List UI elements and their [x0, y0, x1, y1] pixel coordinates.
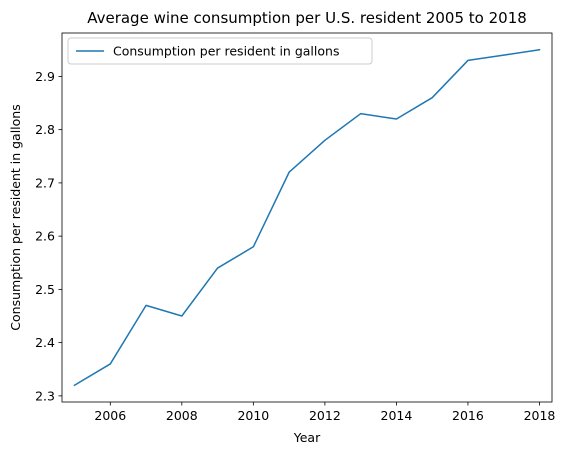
axis-ticks: 2006 2008 2010 2012 2014 2016 2018 2.3 2.4 2.5 2.6… — [35, 69, 555, 423]
y-tick-label: 2.9 — [35, 69, 55, 84]
chart-title: Average wine consumption per U.S. reside… — [87, 9, 527, 27]
legend-box — [67, 37, 373, 65]
x-tick-label: 2006 — [94, 408, 126, 423]
y-tick-label: 2.5 — [35, 282, 55, 297]
series-line — [73, 48, 541, 387]
plot-frame — [61, 32, 553, 403]
series-lines — [73, 48, 541, 387]
x-tick-label: 2018 — [524, 408, 556, 423]
x-tick-label: 2008 — [166, 408, 198, 423]
x-tick-label: 2016 — [452, 408, 484, 423]
x-axis-label: Year — [293, 430, 321, 445]
y-tick-label: 2.4 — [35, 335, 55, 350]
x-tick-label: 2012 — [309, 408, 341, 423]
legend: Consumption per resident in gallons — [67, 37, 373, 65]
legend-label: Consumption per resident in gallons — [113, 44, 339, 59]
y-tick-label: 2.8 — [35, 122, 55, 137]
y-tick-label: 2.3 — [35, 388, 55, 403]
y-tick-label: 2.6 — [35, 229, 55, 244]
y-tick-label: 2.7 — [35, 175, 55, 190]
x-tick-label: 2014 — [381, 408, 413, 423]
y-axis-label: Consumption per resident in gallons — [8, 104, 23, 330]
x-tick-label: 2010 — [237, 408, 269, 423]
